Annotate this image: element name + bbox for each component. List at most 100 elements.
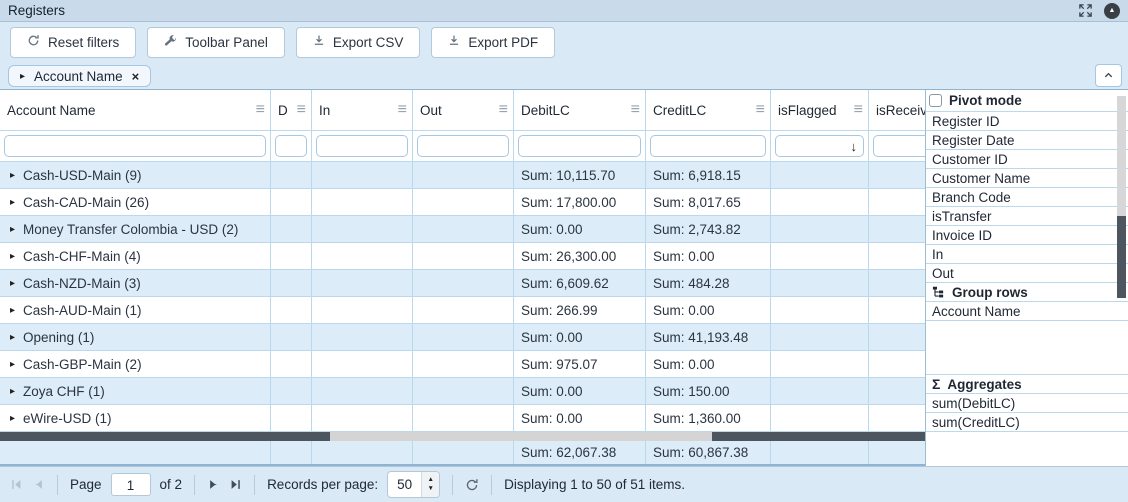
expand-arrow-icon[interactable]: ▸	[10, 331, 16, 343]
tool-panel-toggle-button[interactable]	[1095, 64, 1122, 87]
export-pdf-label: Export PDF	[468, 34, 539, 50]
group-row[interactable]: ▸ eWire-USD (1) Sum: 0.00 Sum: 1,360.00	[0, 405, 1128, 432]
group-row[interactable]: ▸ Cash-AUD-Main (1) Sum: 266.99 Sum: 0.00	[0, 297, 1128, 324]
column-header-isflagged[interactable]: isFlagged ≡	[771, 90, 869, 130]
group-name: Cash-CAD-Main (26)	[23, 194, 150, 210]
field-item-out[interactable]: Out	[926, 264, 1128, 283]
filter-input-debitlc[interactable]	[518, 135, 641, 157]
column-menu-icon[interactable]: ≡	[853, 101, 863, 118]
group-name: Opening (1)	[23, 329, 95, 345]
records-per-page-value: 50	[397, 477, 413, 492]
credit-sum: Sum: 0.00	[646, 243, 771, 269]
column-tool-panel: Pivot mode Register ID Register Date Cus…	[925, 90, 1128, 466]
collapse-up-icon: ▲	[1108, 7, 1116, 14]
filter-input-account-name[interactable]	[4, 135, 266, 157]
reset-filters-button[interactable]: Reset filters	[10, 26, 137, 58]
expand-arrow-icon[interactable]: ▸	[10, 304, 16, 316]
field-item-istransfer[interactable]: isTransfer	[926, 207, 1128, 226]
column-menu-icon[interactable]: ≡	[755, 101, 765, 118]
column-header-debitlc[interactable]: DebitLC ≡	[514, 90, 646, 130]
select-spinner-icon[interactable]: ▲ ▼	[421, 472, 440, 497]
column-label: In	[319, 102, 331, 118]
page-number-input[interactable]: 1	[110, 473, 151, 496]
credit-sum: Sum: 2,743.82	[646, 216, 771, 242]
expand-arrow-icon[interactable]: ▸	[10, 223, 16, 235]
page-of-label: of 2	[159, 477, 183, 492]
column-menu-icon[interactable]: ≡	[255, 101, 265, 118]
aggregates-header: Σ Aggregates	[926, 375, 1128, 394]
panel-vertical-scrollbar-thumb[interactable]	[1117, 216, 1126, 298]
group-rows-header: Group rows	[926, 283, 1128, 302]
group-name: eWire-USD (1)	[23, 410, 112, 426]
next-page-button[interactable]	[207, 478, 220, 491]
refresh-button[interactable]	[465, 478, 479, 492]
group-name: Cash-AUD-Main (1)	[23, 302, 142, 318]
last-page-button[interactable]	[229, 478, 242, 491]
expand-arrow-icon[interactable]: ▸	[20, 70, 26, 82]
records-per-page-label: Records per page:	[267, 477, 379, 492]
records-per-page-select[interactable]: 50 ▲ ▼	[387, 471, 441, 498]
group-chip-account-name[interactable]: ▸ Account Name ×	[8, 65, 152, 87]
group-row[interactable]: ▸ Cash-GBP-Main (2) Sum: 975.07 Sum: 0.00	[0, 351, 1128, 378]
expand-arrow-icon[interactable]: ▸	[10, 250, 16, 262]
export-csv-button[interactable]: Export CSV	[295, 26, 421, 58]
column-label: CreditLC	[653, 102, 707, 118]
column-label: Account Name	[7, 102, 96, 118]
filter-input-isflagged[interactable]: ↓	[775, 135, 864, 157]
expand-arrow-icon[interactable]: ▸	[10, 385, 16, 397]
group-row[interactable]: ▸ Cash-CHF-Main (4) Sum: 26,300.00 Sum: 0…	[0, 243, 1128, 270]
group-row[interactable]: ▸ Cash-CAD-Main (26) Sum: 17,800.00 Sum: …	[0, 189, 1128, 216]
field-item-register-date[interactable]: Register Date	[926, 131, 1128, 150]
filter-input-out[interactable]	[417, 135, 509, 157]
filter-input-in[interactable]	[316, 135, 408, 157]
pagination-status-text: Displaying 1 to 50 of 51 items.	[504, 477, 686, 492]
chevron-up-icon	[1104, 72, 1113, 78]
column-header-out[interactable]: Out ≡	[413, 90, 514, 130]
expand-arrow-icon[interactable]: ▸	[10, 277, 16, 289]
field-item-in[interactable]: In	[926, 245, 1128, 264]
credit-sum: Sum: 41,193.48	[646, 324, 771, 350]
export-pdf-button[interactable]: Export PDF	[431, 26, 556, 58]
group-drop-zone[interactable]	[926, 321, 1128, 375]
sort-down-icon[interactable]: ↓	[850, 138, 858, 154]
filter-input-creditlc[interactable]	[650, 135, 766, 157]
field-item-branch-code[interactable]: Branch Code	[926, 188, 1128, 207]
previous-page-button[interactable]	[32, 478, 45, 491]
column-header-in[interactable]: In ≡	[312, 90, 413, 130]
sigma-icon: Σ	[932, 376, 941, 392]
pivot-mode-checkbox[interactable]	[929, 94, 942, 107]
column-menu-icon[interactable]: ≡	[498, 101, 508, 118]
group-name: Cash-CHF-Main (4)	[23, 248, 141, 264]
column-header-isreceiv[interactable]: isReceiv	[869, 90, 1128, 130]
field-item-invoice-id[interactable]: Invoice ID	[926, 226, 1128, 245]
column-header-d[interactable]: D ≡	[271, 90, 312, 130]
fullscreen-icon[interactable]	[1078, 3, 1093, 18]
group-item-account-name[interactable]: Account Name	[926, 302, 1128, 321]
panel-vertical-scrollbar[interactable]	[1117, 96, 1126, 298]
column-menu-icon[interactable]: ≡	[630, 101, 640, 118]
toolbar: Reset filters Toolbar Panel Export CSV	[0, 22, 1128, 62]
aggregate-item-sum-creditlc[interactable]: sum(CreditLC)	[926, 413, 1128, 432]
expand-arrow-icon[interactable]: ▸	[10, 358, 16, 370]
horizontal-scrollbar[interactable]	[0, 432, 925, 441]
collapse-panel-button[interactable]: ▲	[1104, 2, 1120, 19]
toolbar-panel-button[interactable]: Toolbar Panel	[147, 26, 285, 58]
column-header-account-name[interactable]: Account Name ≡	[0, 90, 271, 130]
column-menu-icon[interactable]: ≡	[397, 101, 407, 118]
first-page-button[interactable]	[10, 478, 23, 491]
remove-group-icon[interactable]: ×	[131, 68, 140, 84]
field-item-customer-id[interactable]: Customer ID	[926, 150, 1128, 169]
expand-arrow-icon[interactable]: ▸	[10, 169, 16, 181]
column-menu-icon[interactable]: ≡	[296, 101, 306, 118]
horizontal-scrollbar-thumb[interactable]	[330, 432, 712, 441]
aggregate-item-sum-debitlc[interactable]: sum(DebitLC)	[926, 394, 1128, 413]
expand-arrow-icon[interactable]: ▸	[10, 196, 16, 208]
field-item-customer-name[interactable]: Customer Name	[926, 169, 1128, 188]
group-name: Cash-NZD-Main (3)	[23, 275, 141, 291]
filter-input-d[interactable]	[275, 135, 307, 157]
column-header-creditlc[interactable]: CreditLC ≡	[646, 90, 771, 130]
pivot-mode-row[interactable]: Pivot mode	[926, 90, 1128, 112]
divider	[57, 474, 58, 495]
field-item-register-id[interactable]: Register ID	[926, 112, 1128, 131]
expand-arrow-icon[interactable]: ▸	[10, 412, 16, 424]
